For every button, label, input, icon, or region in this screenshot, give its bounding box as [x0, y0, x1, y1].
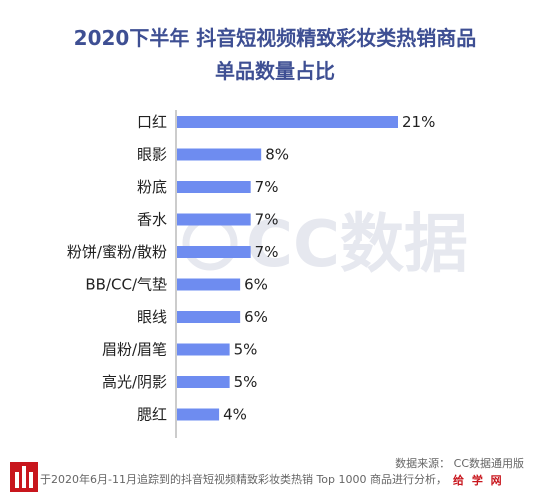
value-label-1: 8% [265, 146, 289, 164]
watermark-text: CC数据 [246, 208, 468, 282]
value-label-7: 5% [234, 341, 258, 359]
bar-2 [177, 181, 251, 193]
watermark-logo-ring [182, 215, 238, 271]
bar-1 [177, 148, 262, 161]
value-label-5: 6% [244, 276, 268, 294]
category-label-4: 粉饼/蜜粉/散粉 [67, 243, 167, 261]
category-label-3: 香水 [137, 211, 167, 229]
category-label-6: 眼线 [137, 308, 167, 326]
chart-title-line2: 单品数量占比 [215, 59, 335, 83]
value-label-6: 6% [244, 308, 268, 326]
category-label-9: 腮红 [137, 406, 167, 424]
bar-6 [177, 311, 241, 323]
category-label-1: 眼影 [137, 146, 167, 164]
data-source: 数据来源： CC数据通用版 [395, 457, 524, 470]
brand-watermark: 给 学 网 [453, 472, 513, 488]
category-label-0: 口红 [137, 113, 167, 131]
category-label-7: 眉粉/眉笔 [102, 341, 167, 359]
bar-7 [177, 343, 230, 356]
value-label-0: 21% [402, 113, 435, 131]
bars-group: 口红 21% 眼影 8% 粉底 7% 香水 7% 粉饼/蜜粉/散粉 7% BB/CC/气垫 6% 眼线 6… [67, 113, 435, 424]
bar-9 [177, 408, 220, 421]
category-label-5: BB/CC/气垫 [85, 276, 167, 294]
bar-8 [177, 376, 230, 388]
value-label-8: 5% [234, 373, 258, 391]
category-label-2: 粉底 [137, 178, 167, 196]
bar-3 [177, 213, 251, 226]
watermark: CC数据 [182, 208, 468, 282]
value-label-3: 7% [255, 211, 279, 229]
bar-0 [177, 116, 398, 128]
value-label-2: 7% [255, 178, 279, 196]
value-label-9: 4% [223, 406, 247, 424]
footnote: 于2020年6月-11月追踪到的抖音短视频精致彩妆类热销 Top 1000 商品… [40, 473, 448, 486]
category-label-8: 高光/阴影 [102, 373, 167, 391]
bar-4 [177, 246, 251, 258]
bar-5 [177, 278, 241, 291]
chart-title-line1: 2020下半年 抖音短视频精致彩妆类热销商品 [73, 26, 477, 50]
value-label-4: 7% [255, 243, 279, 261]
publisher-logo-icon [10, 462, 38, 492]
